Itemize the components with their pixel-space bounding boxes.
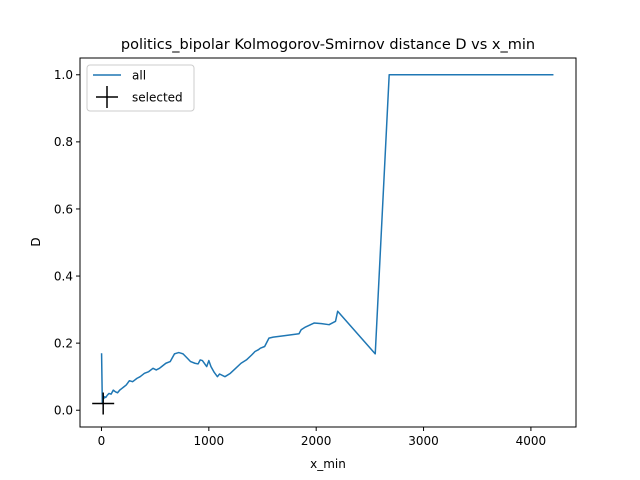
axes-frame bbox=[79, 57, 577, 428]
y-tick-label: 0.4 bbox=[54, 269, 73, 283]
legend: all selected bbox=[86, 64, 195, 112]
legend-all-label: all bbox=[132, 69, 146, 83]
y-tick-label: 0.0 bbox=[54, 404, 73, 418]
y-axis: 0.0 0.2 0.4 0.6 0.8 1.0 bbox=[54, 68, 80, 418]
x-tick-label: 1000 bbox=[194, 434, 225, 448]
x-tick-label: 4000 bbox=[516, 434, 547, 448]
legend-box bbox=[86, 64, 195, 112]
legend-selected-label: selected bbox=[132, 91, 183, 105]
series-all-line bbox=[100, 74, 554, 405]
plot-area bbox=[92, 74, 554, 415]
x-axis-label: x_min bbox=[310, 457, 346, 471]
chart-title: politics_bipolar Kolmogorov-Smirnov dist… bbox=[121, 37, 535, 53]
y-tick-label: 1.0 bbox=[54, 68, 73, 82]
x-tick-label: 0 bbox=[98, 434, 106, 448]
x-tick-label: 3000 bbox=[408, 434, 439, 448]
y-tick-label: 0.2 bbox=[54, 336, 73, 350]
y-tick-label: 0.8 bbox=[54, 135, 73, 149]
y-axis-label: D bbox=[29, 237, 43, 246]
y-tick-label: 0.6 bbox=[54, 202, 73, 216]
x-axis: 0 1000 2000 3000 4000 bbox=[98, 427, 547, 448]
x-tick-label: 2000 bbox=[301, 434, 332, 448]
